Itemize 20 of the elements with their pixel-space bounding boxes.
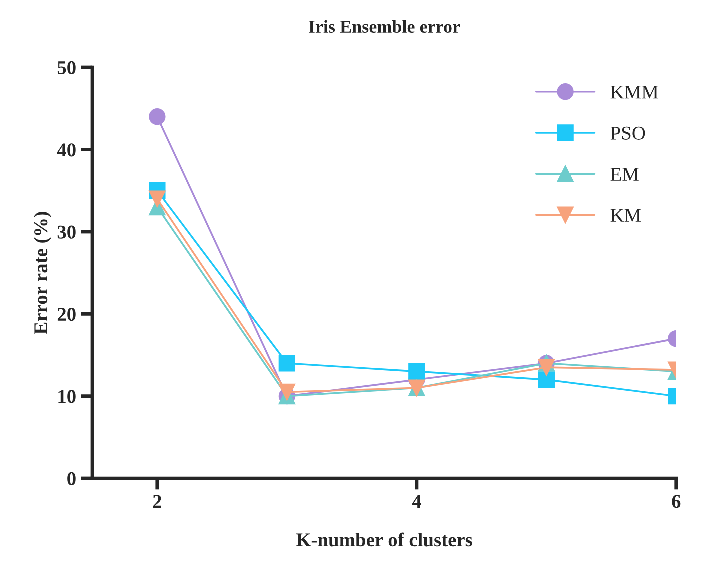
x-tick-label: 6	[672, 495, 681, 508]
x-tick-label: 4	[412, 495, 422, 508]
point	[149, 190, 166, 208]
y-tick-label: 50	[58, 61, 76, 74]
y-axis-title: Error rate (%)	[34, 212, 52, 334]
chart-title: Iris Ensemble error	[309, 20, 460, 34]
legend-label: KM	[610, 209, 642, 222]
point	[278, 384, 296, 401]
point	[149, 108, 166, 126]
y-tick-label: 30	[58, 226, 76, 239]
y-tick-label: 10	[58, 390, 76, 404]
y-tick-label: 0	[68, 472, 76, 486]
point	[278, 355, 296, 372]
x-axis-title: K-number of clusters	[296, 532, 472, 547]
y-tick-label: 20	[58, 308, 76, 322]
y-tick-label: 40	[57, 144, 76, 157]
legend-label: EM	[610, 168, 639, 181]
legend-label: PSO	[610, 126, 646, 140]
legend-label: KMM	[610, 86, 658, 99]
x-tick-label: 2	[153, 495, 162, 508]
